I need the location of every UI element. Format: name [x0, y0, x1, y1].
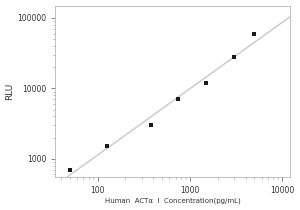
Point — [252, 32, 257, 35]
Point — [104, 145, 109, 148]
Point — [232, 55, 236, 59]
X-axis label: Human  ACTα  Ι  Concentration(pg/mL): Human ACTα Ι Concentration(pg/mL) — [105, 198, 240, 205]
Point — [204, 81, 208, 84]
Point — [68, 168, 72, 171]
Point — [176, 98, 181, 101]
Y-axis label: RLU: RLU — [6, 83, 15, 100]
Point — [148, 123, 153, 127]
